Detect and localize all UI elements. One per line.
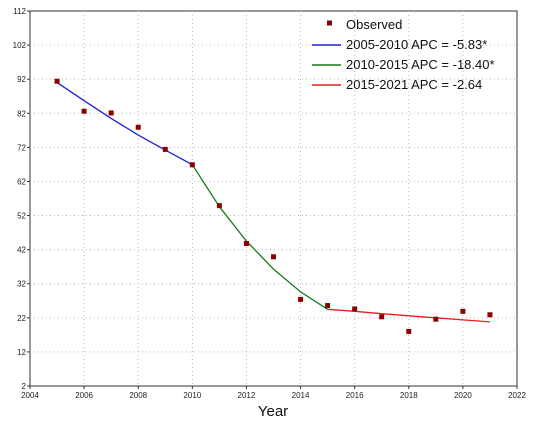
legend-label-2: 2010-2015 APC = -18.40* <box>346 57 495 72</box>
observed-point <box>487 312 493 318</box>
y-tick-label: 22 <box>17 314 26 323</box>
x-tick-label: 2012 <box>238 391 256 400</box>
observed-point <box>460 308 466 314</box>
observed-point <box>433 316 439 322</box>
x-tick-label: 2020 <box>454 391 472 400</box>
grid-lines <box>30 11 517 386</box>
x-tick-label: 2018 <box>400 391 418 400</box>
observed-point <box>54 78 60 84</box>
observed-points <box>54 78 493 334</box>
x-tick-label: 2016 <box>346 391 364 400</box>
observed-point <box>162 146 168 152</box>
plot-area <box>29 10 518 387</box>
x-tick-label: 2010 <box>183 391 201 400</box>
legend-marker-observed <box>327 20 332 26</box>
trend-line-2 <box>191 164 328 310</box>
observed-point <box>379 314 385 320</box>
x-axis-ticks: 2004 2006 2008 2010 2012 2014 2016 2018 2020 2022 <box>21 386 526 400</box>
trend-line-1 <box>56 82 193 166</box>
y-tick-label: 52 <box>17 212 26 221</box>
y-tick-label: 92 <box>17 75 26 84</box>
y-tick-label: 112 <box>13 7 26 16</box>
observed-point <box>108 110 114 116</box>
y-tick-label: 62 <box>17 177 26 186</box>
y-tick-label: 42 <box>17 246 26 255</box>
x-tick-label: 2008 <box>129 391 147 400</box>
x-tick-label: 2006 <box>75 391 93 400</box>
y-tick-label: 32 <box>17 280 26 289</box>
observed-point <box>135 124 141 130</box>
observed-point <box>243 241 249 246</box>
observed-point <box>406 328 412 334</box>
observed-point <box>216 203 222 209</box>
legend-label-observed: Observed <box>346 17 402 32</box>
legend-label-3: 2015-2021 APC = -2.64 <box>346 77 482 92</box>
x-tick-label: 2022 <box>508 391 526 400</box>
observed-point <box>352 306 358 312</box>
observed-point <box>189 162 195 168</box>
x-axis-title: Year <box>258 403 288 420</box>
x-tick-label: 2004 <box>21 391 39 400</box>
y-tick-label: 2 <box>22 382 27 391</box>
y-tick-label: 82 <box>17 109 26 118</box>
legend: Observed 2005-2010 APC = -5.83* 2010-2015 … <box>312 17 495 92</box>
y-tick-label: 102 <box>13 41 27 50</box>
y-tick-label: 12 <box>17 348 26 357</box>
observed-point <box>298 296 304 302</box>
x-tick-label: 2014 <box>292 391 310 400</box>
y-tick-label: 72 <box>17 143 26 152</box>
observed-point <box>271 254 276 260</box>
observed-point <box>81 108 87 114</box>
y-axis-ticks: 2 12 22 32 42 52 62 72 82 92 102 112 <box>13 7 30 391</box>
legend-label-1: 2005-2010 APC = -5.83* <box>346 37 487 52</box>
observed-point <box>325 303 331 309</box>
